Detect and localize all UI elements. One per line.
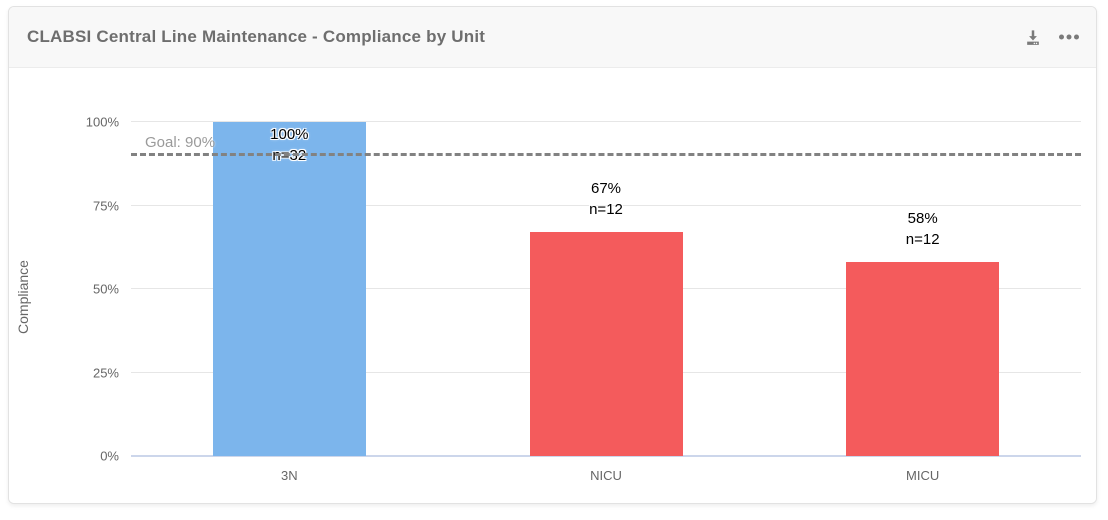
chart-region: Compliance 0% 25% 50% 75% 100% 100% n=32 3N 67% n… [9,68,1096,503]
bar-value-label: 67% n=12 [589,180,623,219]
y-tick-label: 0% [100,448,119,464]
y-tick-label: 50% [92,281,119,297]
plot-area: 0% 25% 50% 75% 100% 100% n=32 3N 67% n=12 NICU 58% n… [86,115,1081,483]
y-tick-label: 75% [92,198,119,213]
goal-label: Goal: 90% [145,134,216,152]
bar-nicu[interactable] [529,232,683,456]
x-tick-label-micu: MICU [906,468,940,483]
more-options-icon[interactable] [1056,24,1082,50]
x-axis-line [131,455,1081,457]
header-actions [1020,24,1082,50]
bar-3n[interactable] [212,122,366,456]
y-tick-label: 25% [92,365,119,380]
y-tick-label: 100% [85,114,119,130]
goal-line [131,153,1081,157]
gridline [131,121,1081,122]
chart-title: CLABSI Central Line Maintenance - Compli… [27,27,486,46]
card-header: CLABSI Central Line Maintenance - Compli… [9,7,1096,68]
bar-micu[interactable] [846,262,1000,456]
x-tick-label-nicu: NICU [590,468,622,483]
bar-value-label: 58% n=12 [905,210,940,249]
y-axis-title: Compliance [15,260,31,334]
gridline [131,204,1081,206]
chart-card: CLABSI Central Line Maintenance - Compli… [8,6,1097,504]
x-tick-label-3n: 3N [281,468,298,483]
download-icon[interactable] [1020,24,1046,50]
